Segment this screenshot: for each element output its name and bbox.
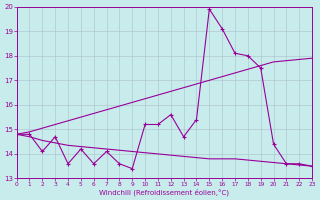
X-axis label: Windchill (Refroidissement éolien,°C): Windchill (Refroidissement éolien,°C) xyxy=(100,188,229,196)
